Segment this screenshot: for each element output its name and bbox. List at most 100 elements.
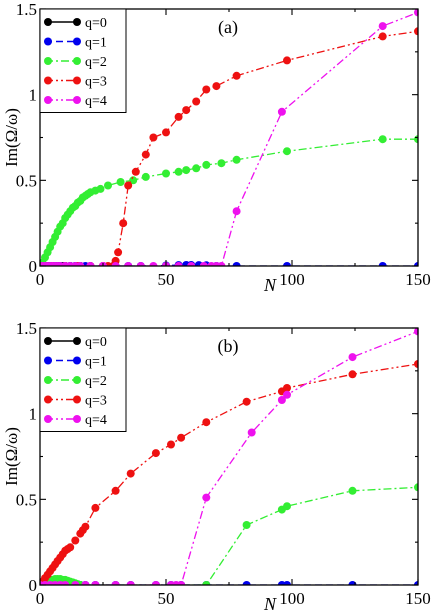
data-point-q=4 [76, 262, 85, 266]
legend-swatch-marker [44, 415, 52, 423]
legend-entry-label: q=0 [85, 335, 107, 350]
data-point-q=4 [202, 493, 211, 502]
panel-label: (a) [218, 17, 238, 38]
legend-swatch-marker [44, 356, 52, 365]
data-point-q=1 [232, 262, 241, 266]
data-point-q=4 [199, 262, 208, 266]
data-point-q=4 [61, 581, 70, 585]
legend-swatch-marker [44, 57, 52, 65]
data-point-q=3 [167, 440, 175, 449]
panel-label: (b) [218, 336, 239, 357]
data-point-q=1 [283, 262, 291, 266]
data-point-q=3 [71, 536, 80, 545]
data-point-q=4 [111, 581, 120, 585]
y-tick-label: 0.5 [16, 171, 37, 190]
data-point-q=1 [242, 581, 251, 585]
x-tick-label: 50 [158, 589, 175, 608]
legend-entry-label: q=3 [85, 75, 107, 90]
data-point-q=4 [126, 581, 135, 585]
panel-b: 0 50 100 150 0 0.5 1 1.5 N Im(Ω/ω) (b) q=0 q=1 q=2 q=3… [2, 319, 431, 614]
legend-entry-label: q=1 [85, 36, 107, 51]
data-point-q=3 [283, 56, 291, 65]
y-axis-label: Im(Ω/ω) [2, 108, 21, 167]
legend-swatch-marker [44, 18, 52, 26]
data-point-q=4 [247, 428, 256, 437]
data-point-q=4 [348, 353, 357, 362]
series-group-b [40, 328, 418, 585]
data-point-q=4 [277, 396, 286, 404]
legend-entry-label: q=4 [85, 94, 107, 109]
data-point-q=4 [91, 581, 100, 585]
legend-entry-label: q=4 [85, 413, 107, 428]
data-point-q=4 [174, 262, 183, 266]
x-tick-label: 100 [279, 270, 305, 289]
data-point-q=1 [378, 262, 387, 266]
data-point-q=3 [126, 469, 135, 478]
data-point-q=2 [174, 167, 183, 176]
series-line-q=2 [40, 138, 418, 266]
data-point-q=4 [136, 262, 145, 266]
data-point-q=2 [348, 486, 357, 495]
data-point-q=3 [202, 418, 211, 427]
data-point-q=2 [283, 147, 291, 156]
series-group-a [40, 9, 418, 266]
data-point-q=1 [414, 581, 418, 585]
y-tick-label: 1.5 [16, 319, 37, 338]
data-point-q=2 [378, 135, 387, 144]
legend-swatch-marker [73, 18, 81, 26]
y-tick-label: 0.5 [16, 490, 37, 509]
data-point-q=3 [149, 133, 158, 142]
data-point-q=2 [192, 164, 201, 173]
legend-frame [39, 8, 127, 113]
legend-swatch-marker [73, 356, 81, 365]
legend: q=0 q=1 q=2 q=3 q=4 [39, 327, 127, 432]
data-point-q=3 [177, 433, 186, 442]
legend-swatch-marker [44, 76, 52, 85]
data-point-q=2 [202, 160, 211, 169]
data-point-q=3 [66, 543, 75, 552]
data-point-q=4 [414, 328, 418, 336]
data-point-q=2 [129, 176, 138, 185]
x-tick-label: 150 [405, 270, 431, 289]
data-point-q=4 [217, 262, 226, 266]
data-point-q=2 [217, 159, 226, 168]
data-point-q=2 [414, 483, 418, 492]
data-point-q=4 [414, 9, 418, 17]
y-tick-label: 0 [29, 257, 38, 276]
legend-swatch-marker [73, 337, 81, 345]
series-line-q=4 [40, 330, 418, 585]
data-point-q=4 [177, 581, 186, 585]
data-point-q=4 [81, 581, 90, 585]
legend-swatch-marker [44, 395, 52, 404]
data-point-q=4 [71, 581, 80, 585]
data-point-q=4 [378, 22, 387, 31]
data-point-q=3 [124, 181, 133, 190]
legend-swatch-marker [73, 57, 81, 65]
x-tick-label: 0 [36, 270, 45, 289]
legend-swatch-marker [73, 376, 81, 384]
data-point-q=2 [141, 172, 150, 181]
legend-entry-label: q=2 [85, 374, 107, 389]
x-tick-label: 150 [405, 589, 431, 608]
data-point-q=4 [283, 390, 291, 399]
data-point-q=4 [187, 262, 196, 266]
data-point-q=3 [131, 167, 140, 176]
data-point-q=3 [182, 106, 191, 115]
data-point-q=2 [116, 178, 125, 186]
y-axis-label: Im(Ω/ω) [2, 427, 21, 486]
x-axis-label: N [263, 594, 277, 614]
y-tick-label: 1 [29, 405, 38, 424]
data-point-q=2 [202, 581, 211, 585]
data-point-q=3 [162, 128, 170, 137]
data-point-q=4 [86, 262, 95, 266]
data-point-q=3 [378, 32, 387, 41]
data-point-q=3 [242, 397, 251, 406]
data-point-q=3 [111, 486, 120, 495]
legend-swatch-marker [44, 37, 52, 46]
legend-entry-label: q=2 [85, 55, 107, 70]
data-point-q=1 [283, 581, 291, 585]
data-point-q=2 [162, 169, 170, 178]
legend-swatch-marker [73, 395, 81, 404]
data-point-q=4 [111, 262, 120, 266]
